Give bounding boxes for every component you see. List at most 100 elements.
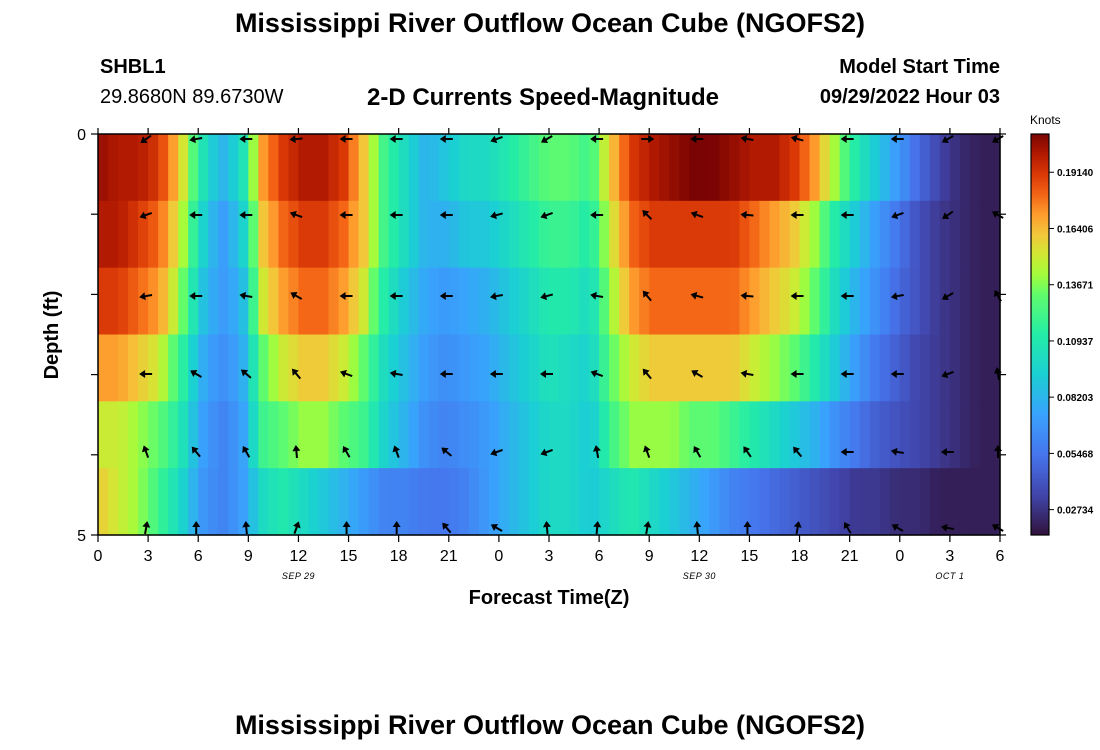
current-vector-arrow [590,369,604,378]
heatmap-cell [398,401,410,469]
heatmap-cell [599,267,610,336]
heatmap-cell [168,468,179,536]
current-vector-arrow [740,369,754,378]
heatmap-cell [158,267,169,336]
heatmap-cell [258,267,269,336]
heatmap-cell [749,267,761,336]
heatmap-cell [418,200,430,269]
heatmap-cell [629,401,640,469]
heatmap-cell [168,134,179,202]
heatmap-cell [368,468,380,536]
heatmap-cell [118,200,129,269]
heatmap-cell [659,267,670,336]
heatmap-cell [869,334,881,402]
heatmap-cell [969,401,981,469]
current-vector-arrow [940,523,954,532]
heatmap-cell [158,401,169,469]
heatmap-cell [468,468,480,536]
heatmap-cell [729,200,741,269]
heatmap-cell [348,468,360,536]
heatmap-cell [809,334,821,402]
heatmap-cell [418,468,430,536]
heatmap-cell [318,334,330,402]
heatmap-cell [579,200,590,269]
heatmap-cell [779,134,791,202]
heatmap-cell [589,267,600,336]
heatmap-cell [649,334,660,402]
heatmap-cell [949,468,961,536]
heatmap-cell [889,468,901,536]
heatmap-cell [989,134,1001,202]
x-tick-label: 6 [194,548,203,565]
heatmap-cell [478,134,490,202]
heatmap-cell [188,134,199,202]
current-vector-arrow [239,291,253,300]
heatmap-cell [408,334,420,402]
heatmap-cell [829,134,841,202]
date-label: SEP 29 [282,571,315,581]
current-vector-arrow [991,524,1004,532]
heatmap-cell [909,468,921,536]
heatmap-cell [799,134,811,202]
heatmap-cell [849,200,861,269]
heatmap-cell [959,200,971,269]
heatmap-cell [679,334,690,402]
heatmap-cell [488,267,500,336]
heatmap-cell [238,334,249,402]
heatmap-cell [669,468,680,536]
heatmap-cell [528,401,540,469]
heatmap-cell [458,200,470,269]
heatmap-cell [899,334,911,402]
heatmap-cell [779,401,791,469]
heatmap-cell [438,200,450,269]
heatmap-cell [498,134,510,202]
current-vector-arrow [890,370,904,378]
heatmap-cell [589,468,600,536]
heatmap-cell [639,401,650,469]
heatmap-cell [388,334,400,402]
heatmap-cell [939,401,951,469]
heatmap-cell [849,134,861,202]
heatmap-cell [579,267,590,336]
heatmap-cell [338,267,350,336]
heatmap-cell [208,401,219,469]
heatmap-cell [318,134,330,202]
heatmap-cell [749,334,761,402]
current-vector-arrow [239,135,253,143]
heatmap-cell [398,200,410,269]
heatmap-cell [178,200,189,269]
heatmap-cell [859,401,871,469]
heatmap-cell [699,401,710,469]
x-tick-label: 0 [895,548,904,565]
current-vector-arrow [891,211,904,220]
heatmap-cell [108,401,119,469]
chart-title: Mississippi River Outflow Ocean Cube (NG… [234,8,866,38]
heatmap-cell [518,267,530,336]
heatmap-cell [729,468,741,536]
heatmap-cell [408,468,420,536]
heatmap-cell [268,401,279,469]
heatmap-cell [569,267,580,336]
heatmap-cell [378,334,390,402]
current-vector-arrow [439,292,453,300]
heatmap-cell [719,134,730,202]
heatmap-cell [679,468,690,536]
x-tick-label: 12 [290,548,308,565]
heatmap-cell [809,267,821,336]
heatmap-cell [508,134,520,202]
heatmap-cell [589,134,600,202]
heatmap-cell [789,200,801,269]
current-vector-arrow [291,368,302,380]
x-tick-label: 18 [791,548,809,565]
heatmap-cell [508,468,520,536]
heatmap-cell [929,200,941,269]
current-vector-arrow [240,369,252,379]
heatmap-cell [619,200,630,269]
heatmap-cell [298,134,310,202]
heatmap-cell [458,401,470,469]
heatmap-cell [909,200,921,269]
heatmap-cell [108,267,119,336]
heatmap-cell [278,267,290,336]
heatmap-cell [278,200,290,269]
heatmap-cell [108,334,119,402]
